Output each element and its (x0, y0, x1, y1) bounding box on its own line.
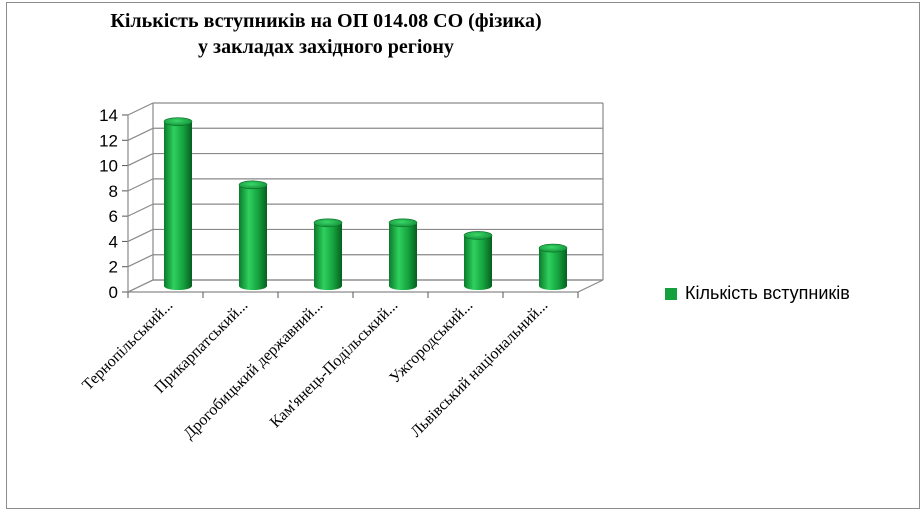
grid (127, 102, 604, 293)
y-axis-ticks: 0 2 4 6 8 10 12 14 (99, 106, 118, 302)
bar-top (313, 218, 343, 228)
y-tick-label: 12 (99, 131, 118, 150)
bar (313, 218, 343, 290)
bar-body (389, 222, 417, 290)
gridline-depth (127, 178, 154, 192)
bar-top (463, 231, 493, 240)
gridline-depth (127, 153, 154, 167)
y-tick-label: 6 (109, 207, 118, 226)
legend-swatch (665, 287, 677, 300)
y-tick-label: 2 (109, 258, 118, 277)
y-tick-label: 4 (109, 232, 118, 251)
bar-body (164, 121, 192, 291)
bar-top (388, 218, 418, 228)
x-category-label: Дрогобицький державний... (181, 297, 327, 443)
y-tick-label: 8 (109, 182, 118, 201)
bar-body (239, 184, 267, 290)
bar-body (539, 248, 567, 290)
x-axis-categories: Тернопільський...Прикарпатський...Дрогоб… (79, 297, 551, 443)
chart-title-line-2: у закладах західного регіону (198, 36, 454, 58)
bar (463, 231, 493, 290)
legend-label: Кількість вступників (685, 283, 850, 303)
y-tick-label: 10 (99, 157, 118, 176)
chart-title: Кількість вступників на ОП 014.08 СО (фі… (6, 8, 646, 60)
bar (163, 117, 193, 291)
floor (127, 279, 604, 293)
gridline-depth (127, 203, 154, 217)
bar-body (464, 235, 492, 290)
y-tick-label: 0 (109, 283, 118, 302)
y-tick-label: 14 (99, 106, 118, 125)
bar-body (314, 222, 342, 290)
bar (388, 218, 418, 290)
bars (163, 117, 568, 291)
bar-top (238, 180, 268, 190)
x-category-label: Львівський національний... (408, 297, 552, 441)
gridline-depth (127, 254, 154, 268)
chart-title-line-1: Кількість вступників на ОП 014.08 СО (фі… (110, 10, 542, 32)
gridline-depth (127, 102, 154, 116)
bar (238, 180, 268, 290)
gridline-depth (127, 127, 154, 141)
x-category-label: Кам'янець-Подільський... (267, 297, 401, 431)
gridline-depth (127, 228, 154, 242)
axes (122, 114, 604, 298)
bar (538, 243, 568, 290)
chart-frame (6, 2, 920, 509)
bar-top (538, 243, 568, 253)
bar-top (163, 117, 193, 126)
legend: Кількість вступників (665, 283, 850, 304)
